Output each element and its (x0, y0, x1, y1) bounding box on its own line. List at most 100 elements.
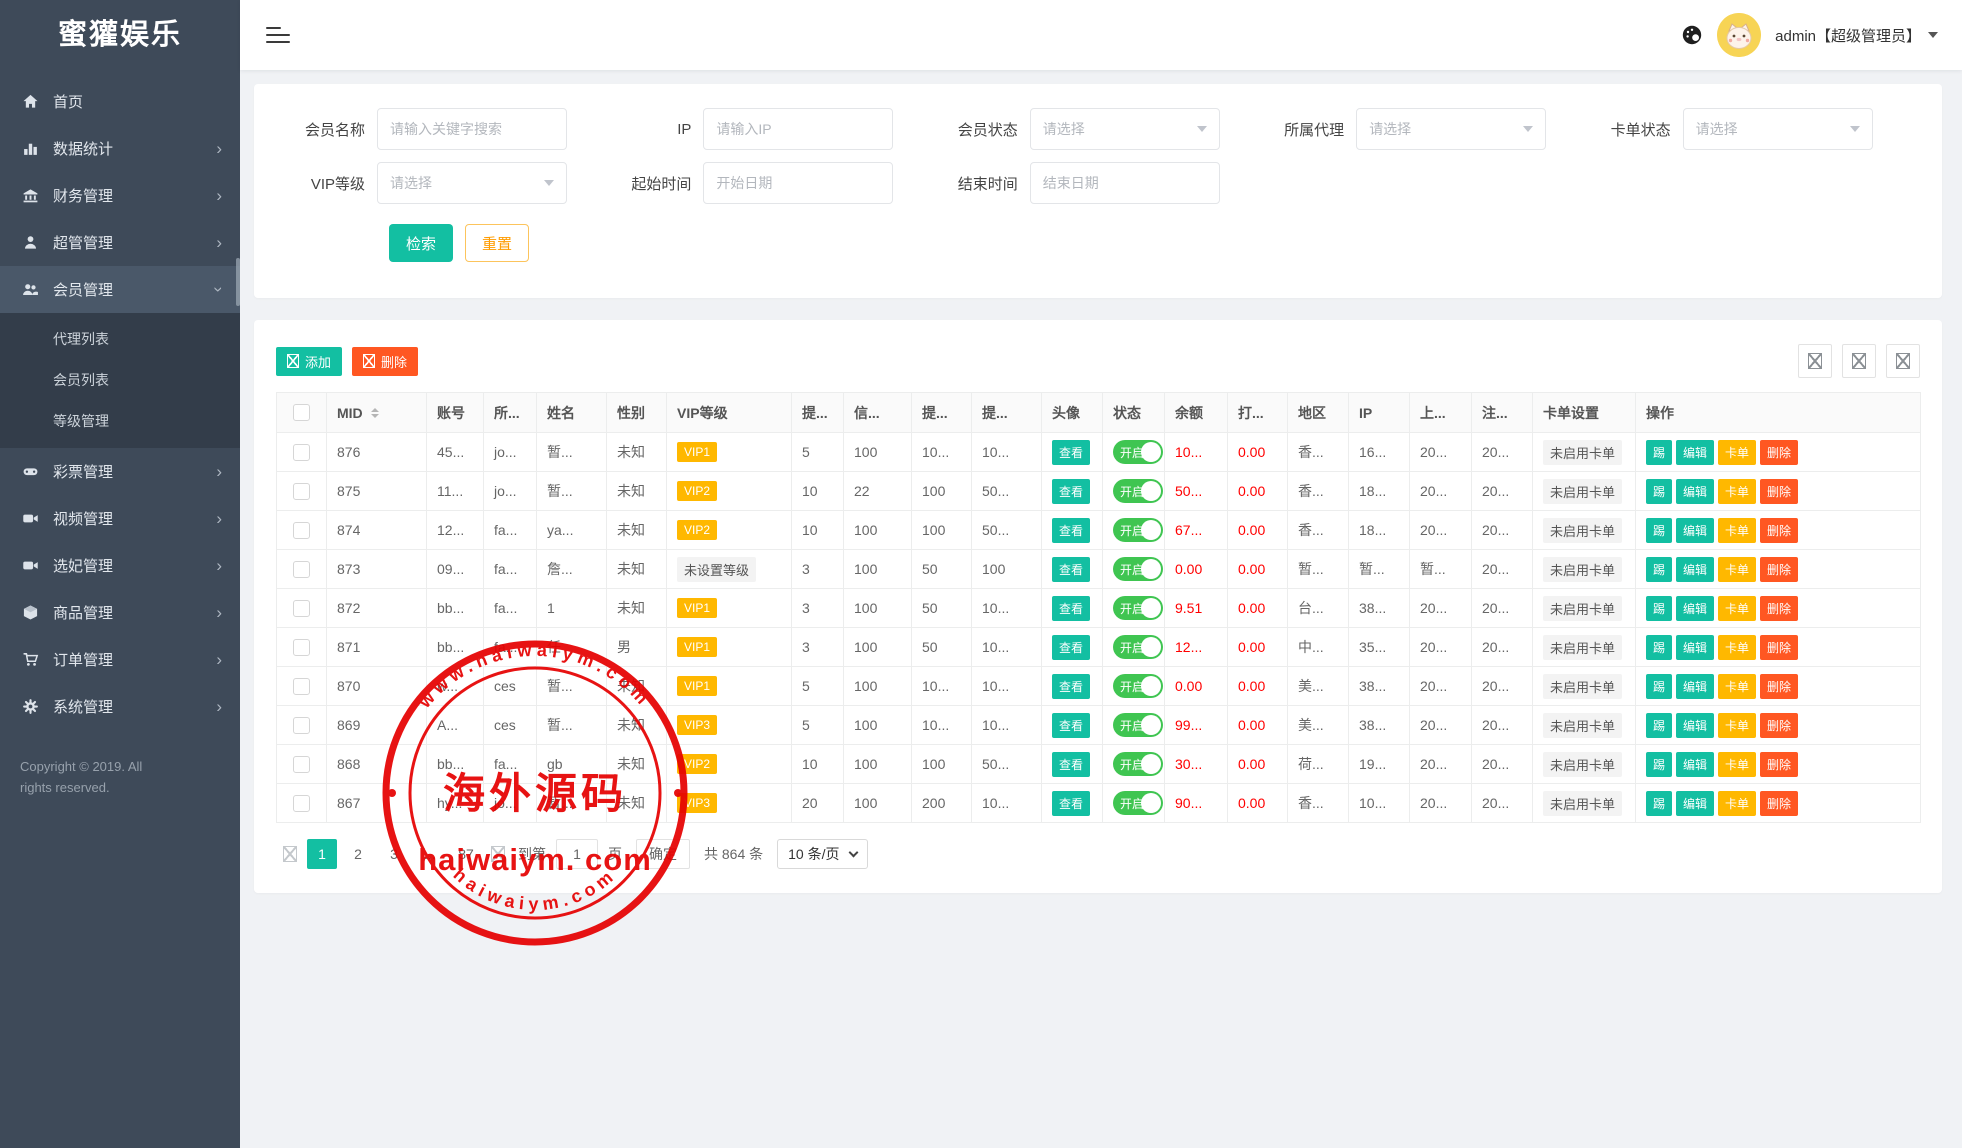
ip-input[interactable]: 请输入IP (703, 108, 894, 150)
edit-button[interactable]: 编辑 (1676, 712, 1715, 738)
status-toggle[interactable]: 开启 (1113, 479, 1163, 503)
kick-button[interactable]: 踢 (1646, 673, 1673, 699)
sidebar-item-level-management[interactable]: 等级管理 (53, 413, 109, 429)
kick-button[interactable]: 踢 (1646, 595, 1673, 621)
prev-page-button[interactable] (276, 839, 304, 869)
kick-button[interactable]: 踢 (1646, 712, 1673, 738)
row-checkbox[interactable] (293, 599, 310, 617)
row-checkbox[interactable] (293, 755, 310, 773)
goto-page-input[interactable]: 1 (556, 839, 598, 869)
toolbar-icon-button-2[interactable] (1842, 344, 1876, 378)
status-toggle[interactable]: 开启 (1113, 557, 1163, 581)
sidebar-item-members[interactable]: 会员管理 › (0, 266, 240, 313)
sidebar-item-lottery[interactable]: 彩票管理 › (0, 448, 240, 495)
page-button-3[interactable]: 3 (390, 846, 398, 862)
next-page-button[interactable] (484, 839, 512, 869)
card-order-button[interactable]: 卡单 (1718, 556, 1757, 582)
edit-button[interactable]: 编辑 (1676, 517, 1715, 543)
status-toggle[interactable]: 开启 (1113, 713, 1163, 737)
view-avatar-button[interactable]: 查看 (1052, 439, 1091, 465)
view-avatar-button[interactable]: 查看 (1052, 556, 1091, 582)
edit-button[interactable]: 编辑 (1676, 751, 1715, 777)
sidebar-item-agent-list[interactable]: 代理列表 (53, 331, 109, 347)
delete-row-button[interactable]: 删除 (1760, 556, 1799, 582)
delete-button[interactable]: 删除 (352, 346, 419, 376)
sidebar-item-consort[interactable]: 选妃管理 › (0, 542, 240, 589)
row-checkbox[interactable] (293, 560, 310, 578)
edit-button[interactable]: 编辑 (1676, 556, 1715, 582)
sidebar-item-orders[interactable]: 订单管理 › (0, 636, 240, 683)
delete-row-button[interactable]: 删除 (1760, 634, 1799, 660)
sidebar-item-member-list[interactable]: 会员列表 (53, 372, 109, 388)
view-avatar-button[interactable]: 查看 (1052, 517, 1091, 543)
agent-select[interactable]: 请选择 (1356, 108, 1547, 150)
delete-row-button[interactable]: 删除 (1760, 439, 1799, 465)
view-avatar-button[interactable]: 查看 (1052, 673, 1091, 699)
status-toggle[interactable]: 开启 (1113, 791, 1163, 815)
edit-button[interactable]: 编辑 (1676, 439, 1715, 465)
start-date-input[interactable]: 开始日期 (703, 162, 894, 204)
kick-button[interactable]: 踢 (1646, 517, 1673, 543)
kick-button[interactable]: 踢 (1646, 790, 1673, 816)
sidebar-item-stats[interactable]: 数据统计 › (0, 125, 240, 172)
status-toggle[interactable]: 开启 (1113, 674, 1163, 698)
edit-button[interactable]: 编辑 (1676, 673, 1715, 699)
select-all-checkbox[interactable] (293, 404, 310, 422)
view-avatar-button[interactable]: 查看 (1052, 790, 1091, 816)
toolbar-icon-button-1[interactable] (1798, 344, 1832, 378)
page-button-1[interactable]: 1 (307, 839, 337, 869)
row-checkbox[interactable] (293, 521, 310, 539)
card-order-button[interactable]: 卡单 (1718, 517, 1757, 543)
page-button-87[interactable]: 87 (458, 846, 474, 862)
reset-button[interactable]: 重置 (465, 224, 529, 262)
row-checkbox[interactable] (293, 716, 310, 734)
sidebar-item-superadmin[interactable]: 超管管理 › (0, 219, 240, 266)
card-order-button[interactable]: 卡单 (1718, 751, 1757, 777)
end-date-input[interactable]: 结束日期 (1029, 162, 1220, 204)
delete-row-button[interactable]: 删除 (1760, 595, 1799, 621)
hamburger-menu-icon[interactable] (266, 22, 290, 48)
member-name-input[interactable]: 请输入关键字搜索 (377, 108, 567, 150)
edit-button[interactable]: 编辑 (1676, 595, 1715, 621)
status-toggle[interactable]: 开启 (1113, 440, 1163, 464)
card-order-button[interactable]: 卡单 (1718, 673, 1757, 699)
sort-icon[interactable] (370, 404, 379, 422)
card-order-button[interactable]: 卡单 (1718, 478, 1757, 504)
row-checkbox[interactable] (293, 482, 310, 500)
card-order-button[interactable]: 卡单 (1718, 790, 1757, 816)
status-toggle[interactable]: 开启 (1113, 596, 1163, 620)
edit-button[interactable]: 编辑 (1676, 790, 1715, 816)
status-toggle[interactable]: 开启 (1113, 752, 1163, 776)
row-checkbox[interactable] (293, 443, 310, 461)
sidebar-item-goods[interactable]: 商品管理 › (0, 589, 240, 636)
toolbar-icon-button-3[interactable] (1886, 344, 1920, 378)
kick-button[interactable]: 踢 (1646, 751, 1673, 777)
view-avatar-button[interactable]: 查看 (1052, 595, 1091, 621)
delete-row-button[interactable]: 删除 (1760, 517, 1799, 543)
kick-button[interactable]: 踢 (1646, 478, 1673, 504)
view-avatar-button[interactable]: 查看 (1052, 634, 1091, 660)
member-status-select[interactable]: 请选择 (1029, 108, 1220, 150)
row-checkbox[interactable] (293, 677, 310, 695)
sidebar-item-video[interactable]: 视频管理 › (0, 495, 240, 542)
per-page-select[interactable]: 10 条/页 (777, 839, 868, 869)
edit-button[interactable]: 编辑 (1676, 478, 1715, 504)
kick-button[interactable]: 踢 (1646, 634, 1673, 660)
kick-button[interactable]: 踢 (1646, 556, 1673, 582)
page-button-2[interactable]: 2 (354, 846, 362, 862)
user-avatar[interactable] (1717, 13, 1762, 57)
card-status-select[interactable]: 请选择 (1682, 108, 1873, 150)
card-order-button[interactable]: 卡单 (1718, 712, 1757, 738)
sidebar-item-finance[interactable]: 财务管理 › (0, 172, 240, 219)
search-button[interactable]: 检索 (389, 224, 453, 262)
card-order-button[interactable]: 卡单 (1718, 595, 1757, 621)
confirm-button[interactable]: 确定 (636, 839, 690, 869)
row-checkbox[interactable] (293, 638, 310, 656)
add-button[interactable]: 添加 (276, 346, 343, 376)
delete-row-button[interactable]: 删除 (1760, 478, 1799, 504)
card-order-button[interactable]: 卡单 (1718, 634, 1757, 660)
sidebar-item-system[interactable]: 系统管理 › (0, 683, 240, 730)
card-order-button[interactable]: 卡单 (1718, 439, 1757, 465)
view-avatar-button[interactable]: 查看 (1052, 712, 1091, 738)
view-avatar-button[interactable]: 查看 (1052, 751, 1091, 777)
